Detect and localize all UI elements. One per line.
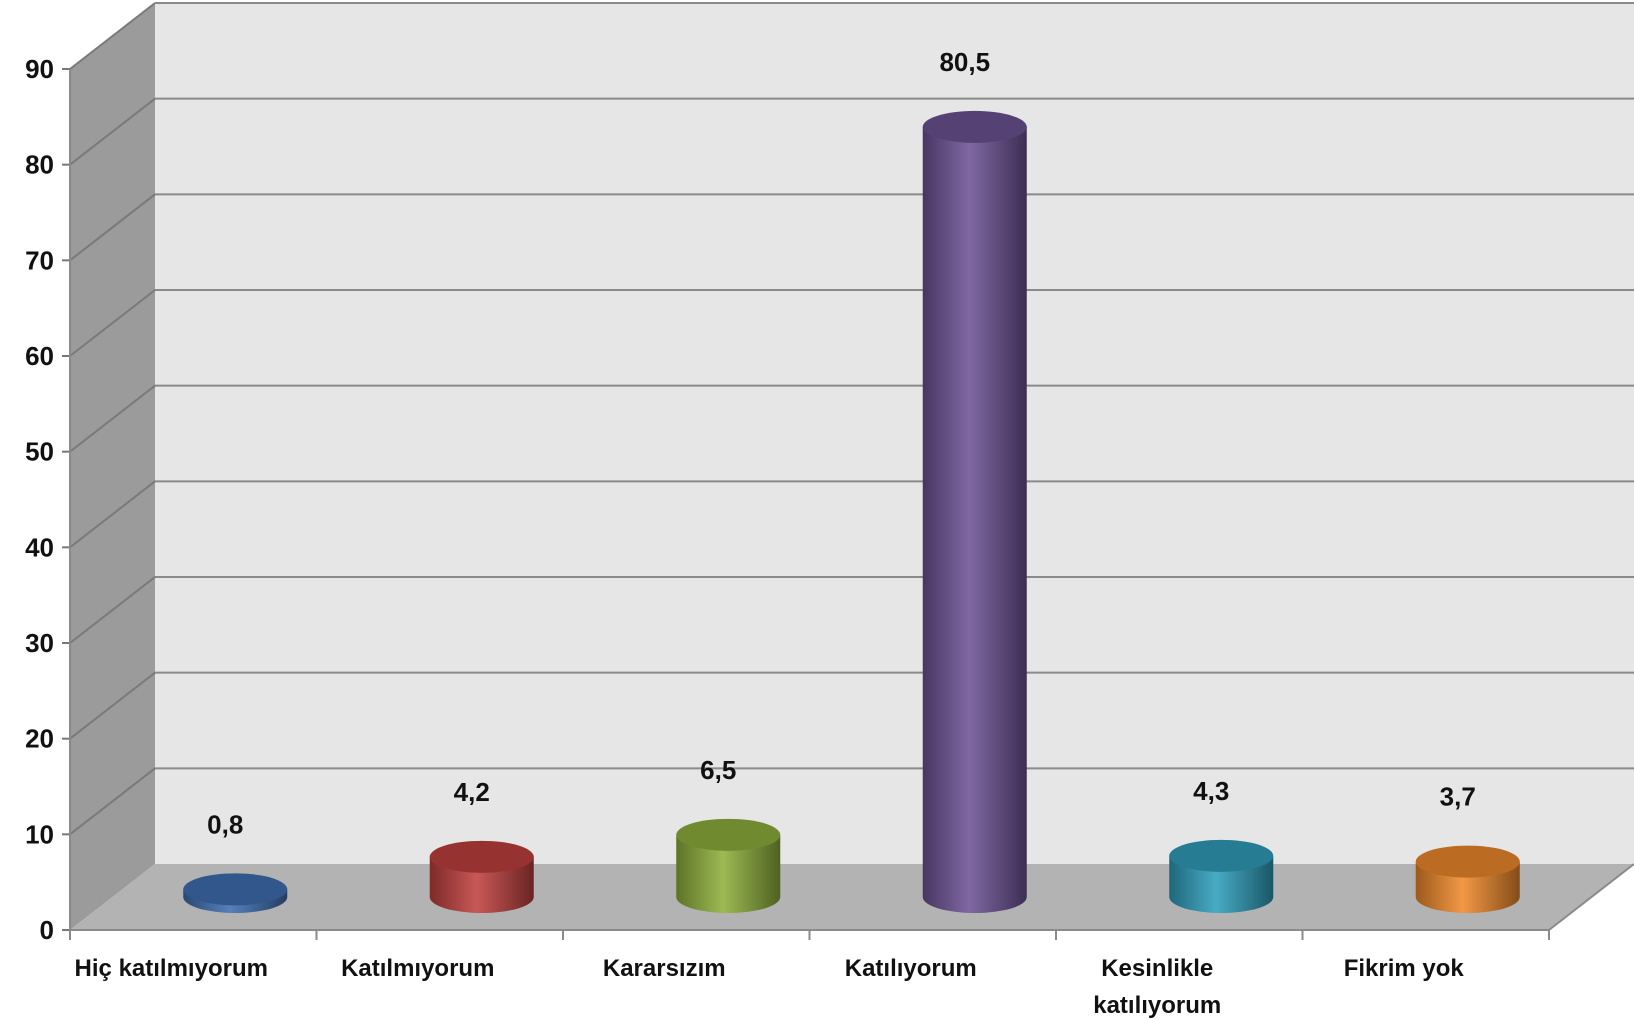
y-tick-label: 0 bbox=[40, 915, 54, 945]
data-label: 3,7 bbox=[1440, 782, 1476, 812]
bar bbox=[1415, 845, 1520, 913]
data-label: 0,8 bbox=[207, 809, 243, 839]
y-axis: 0 10 20 30 40 50 60 70 80 90 bbox=[25, 54, 71, 945]
y-tick-label: 80 bbox=[25, 150, 54, 180]
bar-top bbox=[1169, 839, 1274, 872]
bar-top bbox=[429, 840, 534, 873]
x-tick-label: Katılmıyorum bbox=[341, 955, 494, 982]
bar-body bbox=[922, 126, 1027, 914]
y-tick-label: 60 bbox=[25, 341, 54, 371]
bar bbox=[429, 840, 534, 913]
bar-top bbox=[922, 110, 1027, 143]
gridline-side bbox=[69, 2, 156, 70]
x-tick-label: Fikrim yok bbox=[1344, 955, 1465, 982]
side-wall bbox=[70, 3, 155, 930]
gridline-side bbox=[69, 193, 156, 262]
data-labels: 0,8 4,2 6,5 80,5 4,3 3,7 bbox=[207, 47, 1476, 839]
y-tick-label: 10 bbox=[25, 819, 54, 849]
bar-body bbox=[1169, 855, 1274, 913]
bar bbox=[1169, 839, 1274, 913]
chart-floor bbox=[70, 864, 1634, 930]
data-label: 80,5 bbox=[939, 47, 990, 77]
x-tick-label: Katılıyorum bbox=[845, 955, 977, 982]
floor-edge bbox=[1548, 863, 1634, 931]
x-tick-label: Kesinlikle katılıyorum bbox=[1093, 955, 1221, 1019]
bar bbox=[183, 873, 288, 913]
bar bbox=[922, 110, 1027, 914]
x-tick-label: Hiç katılmıyorum bbox=[75, 955, 268, 982]
bar-top bbox=[1415, 845, 1520, 878]
y-tick-label: 30 bbox=[25, 628, 54, 658]
gridline-side bbox=[69, 671, 156, 740]
x-axis: Hiç katılmıyorum Katılmıyorum Kararsızım Ka… bbox=[69, 863, 1634, 1019]
bar-body bbox=[676, 834, 781, 913]
y-tick-label: 50 bbox=[25, 437, 54, 467]
data-label: 4,3 bbox=[1193, 776, 1229, 806]
data-label: 4,2 bbox=[454, 777, 490, 807]
gridline-side bbox=[69, 767, 156, 836]
data-label: 6,5 bbox=[700, 755, 736, 785]
bar-top bbox=[183, 873, 288, 906]
y-tick-label: 20 bbox=[25, 724, 54, 754]
gridline-side bbox=[69, 384, 156, 453]
gridline-side bbox=[69, 480, 156, 549]
y-tick-label: 90 bbox=[25, 54, 54, 84]
x-tick-label: Kararsızım bbox=[603, 955, 726, 982]
bar-body bbox=[429, 856, 534, 913]
y-tick-label: 70 bbox=[25, 245, 54, 275]
bar-top bbox=[676, 818, 781, 851]
y-tick-label: 40 bbox=[25, 532, 54, 562]
bars bbox=[183, 110, 1520, 914]
gridline-side bbox=[69, 289, 156, 357]
bar bbox=[676, 818, 781, 913]
gridlines bbox=[69, 2, 1634, 836]
gridline-side bbox=[69, 576, 156, 644]
back-wall bbox=[155, 3, 1634, 864]
gridline-side bbox=[69, 97, 156, 166]
